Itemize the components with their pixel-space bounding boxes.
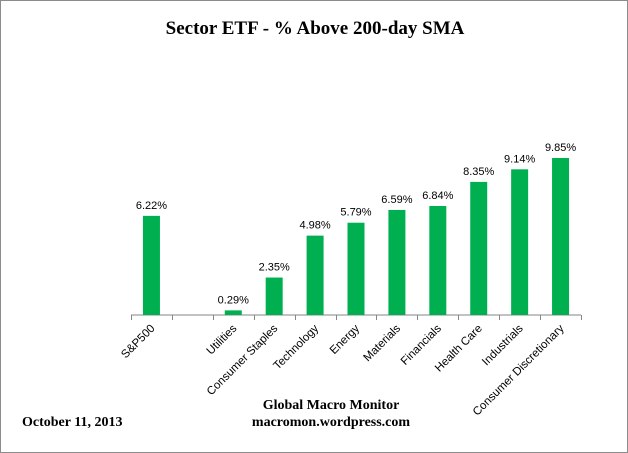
credit-url: macromon.wordpress.com <box>251 415 411 430</box>
bar <box>511 169 529 315</box>
bar <box>388 209 406 315</box>
bar <box>552 158 570 315</box>
bar <box>306 235 324 315</box>
category-label: Energy <box>328 322 362 356</box>
data-label: 6.59% <box>381 194 412 206</box>
bar <box>347 222 365 315</box>
bar <box>224 310 242 315</box>
data-label: 4.98% <box>299 220 330 232</box>
category-label: Consumer Staples <box>205 322 281 398</box>
data-label: 6.22% <box>136 200 167 212</box>
data-label: 9.14% <box>504 153 535 165</box>
chart-title: Sector ETF - % Above 200-day SMA <box>165 18 465 39</box>
data-label: 5.79% <box>340 207 371 219</box>
bar <box>429 205 447 315</box>
data-label: 2.35% <box>259 262 290 274</box>
category-label: Utilities <box>205 322 240 357</box>
credit-title: Global Macro Monitor <box>262 398 400 413</box>
data-label: 9.85% <box>545 142 576 154</box>
data-label: 6.84% <box>422 190 453 202</box>
category-label: S&P500 <box>119 323 157 361</box>
bar <box>265 277 283 315</box>
data-label: 8.35% <box>463 166 494 178</box>
bar <box>142 215 160 315</box>
category-label: Materials <box>362 322 404 364</box>
data-label: 0.29% <box>218 294 249 306</box>
bar <box>470 181 488 315</box>
chart-date: October 11, 2013 <box>22 415 123 430</box>
